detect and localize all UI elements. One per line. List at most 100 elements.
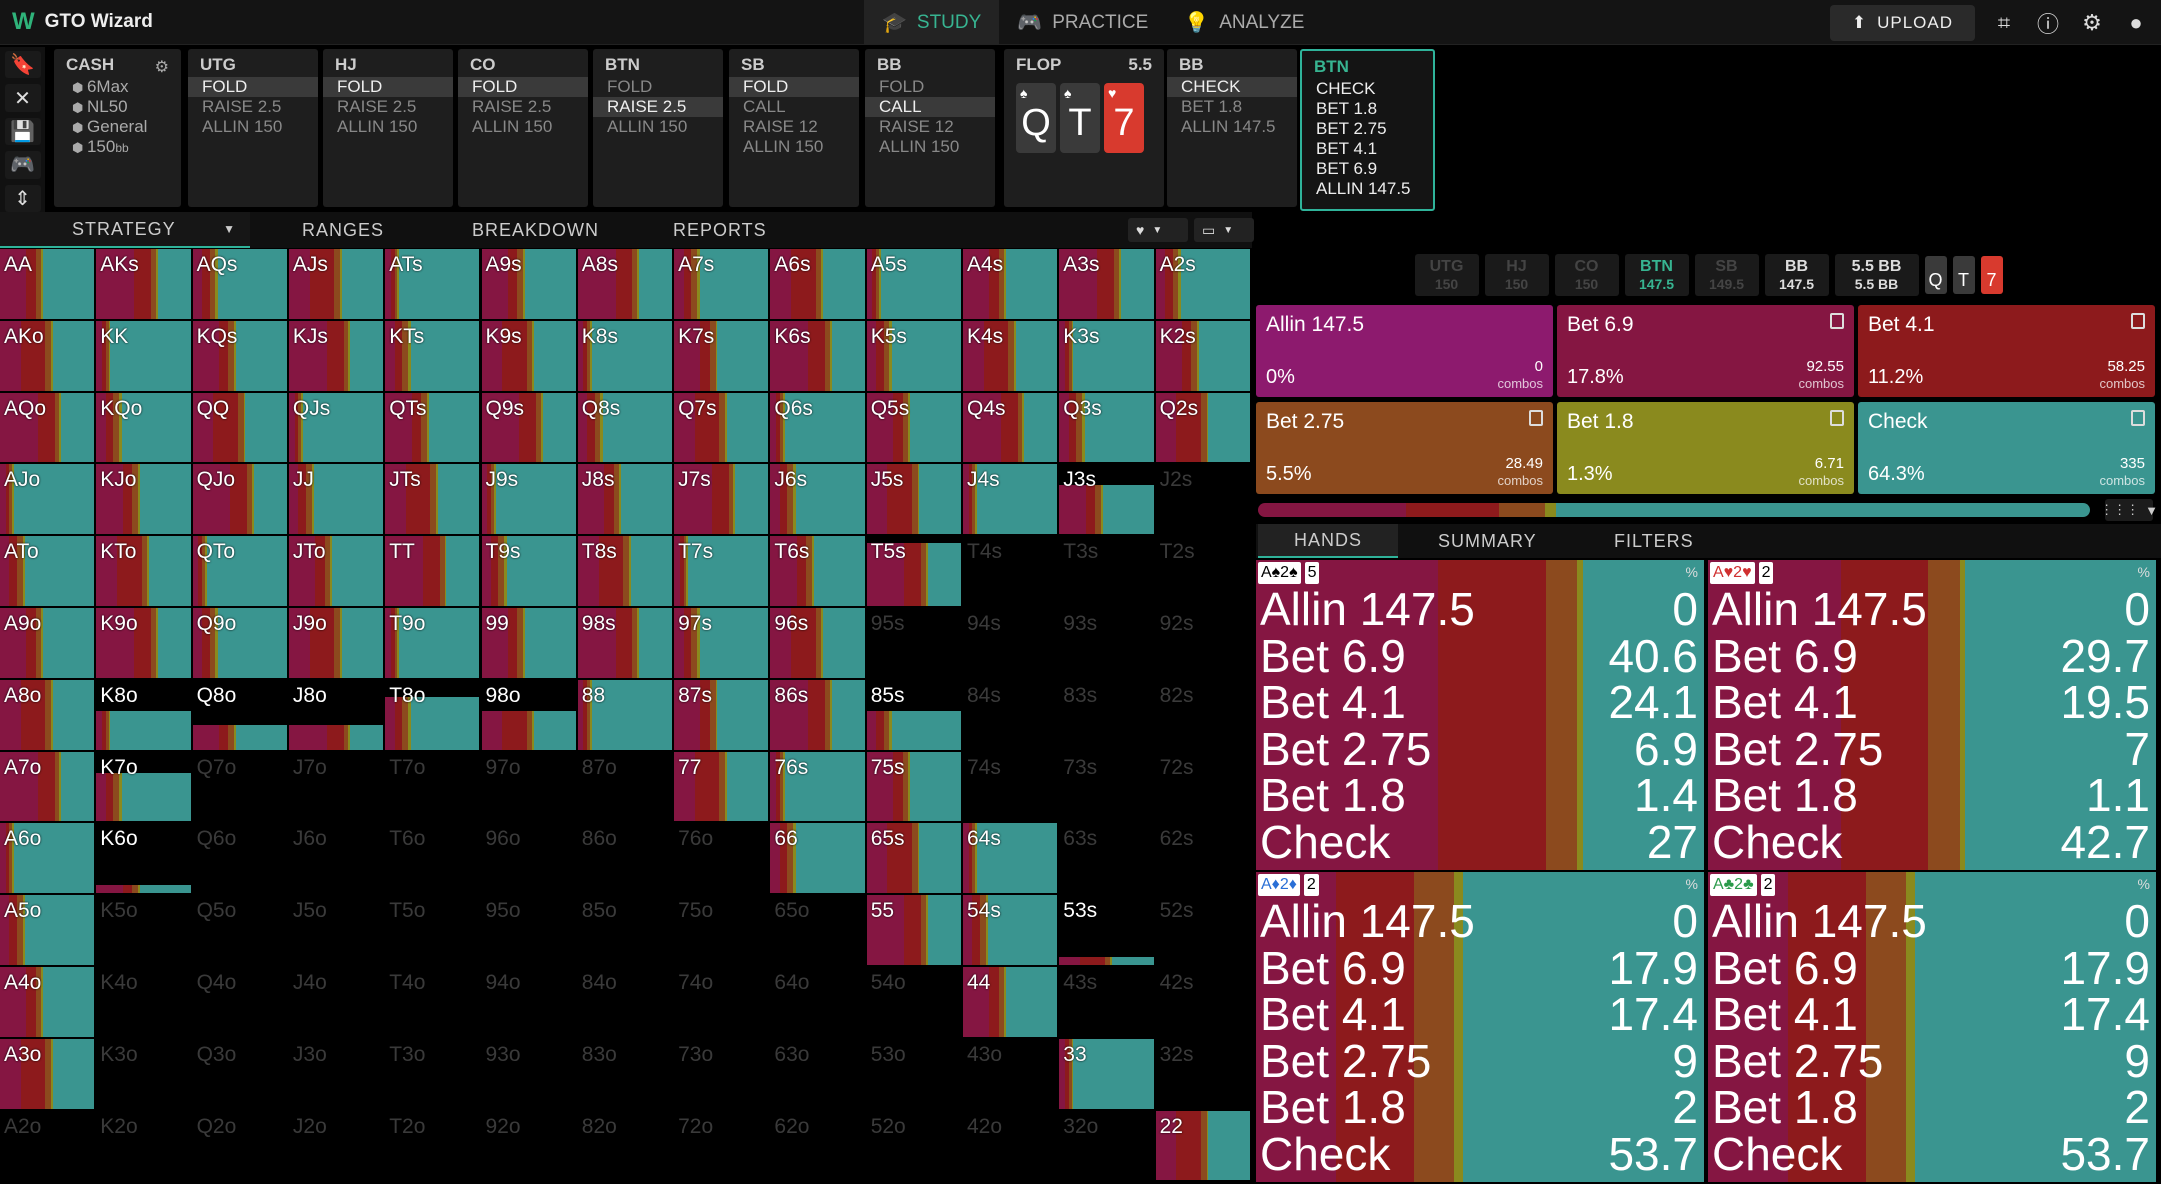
action-option[interactable]: BET 1.8 <box>1181 97 1243 116</box>
hand-detail-card[interactable]: A♥2♥ 2 % Allin 147.5 0 Bet 6.9 29.7 Bet 4.1 19.… <box>1708 560 2156 870</box>
hand-cell[interactable]: J3o <box>288 1038 385 1110</box>
hand-cell[interactable]: 87o <box>577 751 674 823</box>
hand-cell[interactable]: 95o <box>481 895 577 966</box>
hand-cell[interactable]: K5o <box>96 895 192 966</box>
hand-cell[interactable]: Q8s <box>577 392 674 464</box>
hand-cell[interactable]: 98s <box>577 608 674 679</box>
account-icon[interactable]: ● <box>2129 9 2143 35</box>
action-option[interactable]: BET 2.75 <box>1316 119 1387 138</box>
hand-cell[interactable]: 63s <box>1059 823 1155 895</box>
hand-cell[interactable]: 87s <box>674 679 770 751</box>
hand-cell[interactable]: 83o <box>577 1038 674 1110</box>
hand-detail-card[interactable]: A♠2♠ 5 % Allin 147.5 0 Bet 6.9 40.6 Bet 4.1 24.… <box>1256 560 1704 870</box>
screenshot-icon[interactable]: ⌗ <box>1997 9 2011 35</box>
action-option[interactable]: RAISE 12 <box>743 117 818 136</box>
hand-cell[interactable]: Q4o <box>192 967 288 1038</box>
position-panel-bb[interactable]: BB FOLD CALL RAISE 12 ALLIN 150 <box>865 49 995 207</box>
hand-cell[interactable]: J7o <box>288 751 385 823</box>
hand-cell[interactable]: 99 <box>481 608 577 679</box>
hand-cell[interactable]: 33 <box>1059 1038 1155 1110</box>
hand-cell[interactable]: 98o <box>481 679 577 751</box>
collapse-icon[interactable]: ⇕ <box>4 184 41 213</box>
hand-cell[interactable]: Q7o <box>192 751 288 823</box>
hand-cell[interactable]: KK <box>96 320 192 392</box>
action-option[interactable]: RAISE 2.5 <box>593 97 723 117</box>
hand-cell[interactable]: K3s <box>1059 320 1155 392</box>
position-panel-sb[interactable]: SB FOLD CALL RAISE 12 ALLIN 150 <box>729 49 859 207</box>
hand-cell[interactable]: J4s <box>963 464 1059 536</box>
hand-cell[interactable]: Q8o <box>192 679 288 751</box>
hand-cell[interactable]: 93o <box>481 1038 577 1110</box>
path-chip[interactable]: HJ 150 <box>1484 254 1549 296</box>
hand-cell[interactable]: J9o <box>288 608 385 679</box>
flop-panel[interactable]: FLOP 5.5 ♠ Q ♠ T ♥ 7 <box>1004 49 1164 207</box>
hand-cell[interactable]: Q3s <box>1059 392 1155 464</box>
position-panel-btn[interactable]: BTN FOLD RAISE 2.5 ALLIN 150 <box>593 49 723 207</box>
hand-cell[interactable]: T3s <box>1059 536 1155 607</box>
action-option[interactable]: ALLIN 150 <box>743 137 824 156</box>
hand-cell[interactable]: J8s <box>577 464 674 536</box>
action-option[interactable]: FOLD <box>458 77 588 97</box>
hand-cell[interactable]: T6s <box>770 536 866 607</box>
action-option[interactable]: CHECK <box>1167 77 1297 97</box>
hand-cell[interactable]: T8s <box>577 536 674 607</box>
position-panel-hj[interactable]: HJ FOLD RAISE 2.5 ALLIN 150 <box>323 49 453 207</box>
hand-cell[interactable]: 92o <box>481 1110 577 1182</box>
hand-cell[interactable]: 84s <box>963 679 1059 751</box>
favorite-button[interactable]: ♥ ▼ <box>1128 218 1188 242</box>
hand-cell[interactable]: J3s <box>1059 464 1155 536</box>
bookmark-icon[interactable]: 🔖 <box>4 51 41 79</box>
hand-cell[interactable]: K4o <box>96 967 192 1038</box>
hand-cell[interactable]: QJs <box>288 392 385 464</box>
hand-cell[interactable]: T5s <box>866 536 962 607</box>
hand-cell[interactable]: 96o <box>481 823 577 895</box>
hand-cell[interactable]: A6o <box>0 823 96 895</box>
cash-settings-panel[interactable]: CASH ⚙ ⬢ 6Max ⬢ NL50 ⬢ General ⬢ 150bb <box>54 49 181 207</box>
action-option[interactable]: CALL <box>865 97 995 117</box>
hand-cell[interactable]: J4o <box>288 967 385 1038</box>
hand-cell[interactable]: 73o <box>674 1038 770 1110</box>
path-chip[interactable]: 5.5 BB 5.5 BB <box>1834 254 1919 296</box>
hand-cell[interactable]: A6s <box>770 249 866 320</box>
action-option[interactable]: FOLD <box>607 77 653 96</box>
hand-cell[interactable]: K3o <box>96 1038 192 1110</box>
hand-cell[interactable]: 42s <box>1155 967 1251 1038</box>
hand-cell[interactable]: 66 <box>770 823 866 895</box>
hand-cell[interactable]: 93s <box>1059 608 1155 679</box>
hand-cell[interactable]: 32s <box>1155 1038 1251 1110</box>
path-chip[interactable]: UTG 150 <box>1414 254 1479 296</box>
hand-cell[interactable]: A9s <box>481 249 577 320</box>
action-option[interactable]: ALLIN 150 <box>607 117 688 136</box>
brand[interactable]: W GTO Wizard <box>12 8 153 36</box>
path-chip[interactable]: SB 149.5 <box>1694 254 1759 296</box>
hand-cell[interactable]: J5s <box>866 464 962 536</box>
hand-cell[interactable]: 82o <box>577 1110 674 1182</box>
hand-cell[interactable]: AJo <box>0 464 96 536</box>
hand-cell[interactable]: 94o <box>481 967 577 1038</box>
hand-cell[interactable]: 74o <box>674 967 770 1038</box>
hand-cell[interactable]: Q4s <box>963 392 1059 464</box>
layout-button[interactable]: ▭ ▼ <box>1194 218 1254 242</box>
hand-cell[interactable]: A5s <box>866 249 962 320</box>
hand-cell[interactable]: 76o <box>674 823 770 895</box>
hand-cell[interactable]: A7s <box>674 249 770 320</box>
hand-cell[interactable]: AA <box>0 249 96 320</box>
hand-cell[interactable]: KQs <box>192 320 288 392</box>
hand-cell[interactable]: 52o <box>866 1110 962 1182</box>
hand-cell[interactable]: A3s <box>1059 249 1155 320</box>
action-option[interactable]: FOLD <box>879 77 925 96</box>
hand-cell[interactable]: 97s <box>674 608 770 679</box>
hand-cell[interactable]: 64o <box>770 967 866 1038</box>
hand-cell[interactable]: K4s <box>963 320 1059 392</box>
hand-cell[interactable]: J6o <box>288 823 385 895</box>
hand-cell[interactable]: T4s <box>963 536 1059 607</box>
hand-cell[interactable]: ATs <box>385 249 481 320</box>
hand-cell[interactable]: 77 <box>674 751 770 823</box>
gamepad-icon[interactable]: 🎮 <box>4 151 41 179</box>
hand-cell[interactable]: KTo <box>96 536 192 607</box>
action-card[interactable]: Bet 6.9 17.8% 92.55 combos <box>1557 305 1854 397</box>
hand-cell[interactable]: A2o <box>0 1110 96 1182</box>
action-option[interactable]: CALL <box>743 97 786 116</box>
hand-cell[interactable]: 72o <box>674 1110 770 1182</box>
hand-cell[interactable]: QQ <box>192 392 288 464</box>
